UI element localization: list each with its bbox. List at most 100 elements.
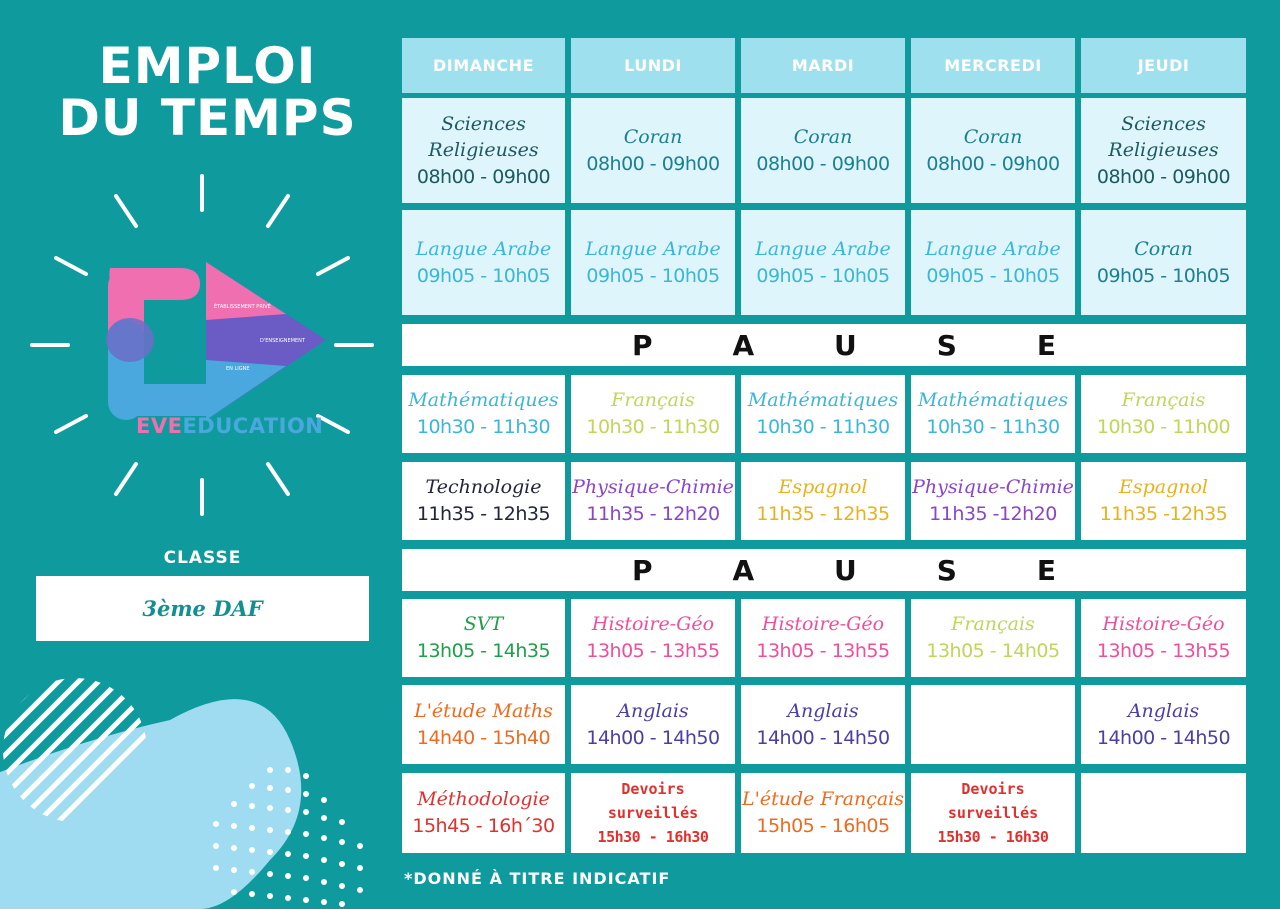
classe-value: 3ème DAF — [142, 596, 263, 621]
schedule-cell: Histoire-Géo 13h05 - 13h55 — [571, 599, 735, 677]
schedule-cell: L'étude Français 15h05 - 16h05 — [741, 773, 905, 853]
subject-label: Langue Arabe — [415, 237, 552, 260]
time-range: 11h35 - 12h20 — [586, 503, 720, 525]
logo-wordmark: EVEEDUCATION — [136, 414, 323, 438]
schedule-cell: Français 13h05 - 14h05 — [911, 599, 1075, 677]
time-range: 08h00 - 09h00 — [756, 152, 890, 175]
day-header-lundi: LUNDI — [571, 38, 735, 93]
time-range: 09h05 - 10h05 — [586, 264, 720, 287]
time-range: 10h30 - 11h30 — [926, 416, 1060, 438]
subject-label: Anglais — [617, 699, 689, 722]
subject-label: Sciences Religieuses — [428, 112, 539, 161]
subject-label: SVT — [463, 613, 504, 635]
svg-text:EN LIGNE: EN LIGNE — [226, 366, 250, 372]
schedule-cell: Sciences Religieuses 08h00 - 09h00 — [1081, 98, 1246, 203]
schedule-cell: Langue Arabe 09h05 - 10h05 — [571, 210, 735, 315]
schedule-cell: Physique-Chimie 11h35 -12h20 — [911, 462, 1075, 540]
subject-label: Coran — [963, 125, 1023, 148]
time-range: 13h05 - 14h05 — [926, 640, 1060, 662]
subject-label: Coran — [793, 125, 853, 148]
time-range: 08h00 - 09h00 — [416, 165, 551, 188]
decorative-shapes — [0, 678, 363, 909]
schedule-row-2: Langue Arabe 09h05 - 10h05 Langue Arabe … — [402, 210, 1246, 315]
pause-letter: A — [732, 328, 755, 362]
subject-label: Français — [951, 613, 1035, 635]
time-range: 09h05 - 10h05 — [1096, 264, 1231, 287]
day-header-mardi: MARDI — [741, 38, 905, 93]
subject-label: Coran — [1134, 237, 1193, 260]
schedule-cell: Sciences Religieuses 08h00 - 09h00 — [402, 98, 565, 203]
day-header-dimanche: DIMANCHE — [402, 38, 565, 93]
classe-label: CLASSE — [163, 548, 242, 568]
day-header-mercredi: MERCREDI — [911, 38, 1075, 93]
schedule-cell: Espagnol 11h35 - 12h35 — [741, 462, 905, 540]
schedule-row-7: Méthodologie 15h45 - 16h´30 Devoirs surv… — [402, 773, 1246, 853]
dot-pattern — [213, 767, 363, 907]
schedule-row-6: L'étude Maths 14h40 - 15h40 Anglais 14h0… — [402, 685, 1246, 764]
footnote: *DONNÉ À TITRE INDICATIF — [404, 869, 671, 888]
eve-education-logo: ÉTABLISSEMENT PRIVÉ D'ENSEIGNEMENT EN LI… — [30, 170, 375, 520]
time-range: 10h30 - 11h30 — [586, 416, 720, 438]
pause-letter: U — [834, 328, 857, 362]
time-range: 11h35 -12h20 — [929, 503, 1057, 525]
schedule-cell: Histoire-Géo 13h05 - 13h55 — [741, 599, 905, 677]
pause-letter: S — [936, 328, 957, 362]
time-range: 15h45 - 16h´30 — [412, 815, 555, 837]
subject-label: Physique-Chimie — [572, 476, 734, 498]
pause-letter: S — [936, 553, 957, 587]
title-line-2: DU TEMPS — [58, 89, 357, 147]
svg-text:ÉTABLISSEMENT PRIVÉ: ÉTABLISSEMENT PRIVÉ — [214, 302, 271, 310]
schedule-cell: Espagnol 11h35 -12h35 — [1081, 462, 1246, 540]
schedule-cell: Anglais 14h00 - 14h50 — [571, 685, 735, 764]
schedule-cell: Anglais 14h00 - 14h50 — [1081, 685, 1246, 764]
time-range: 15h05 - 16h05 — [756, 815, 890, 837]
schedule-cell: Physique-Chimie 11h35 - 12h20 — [571, 462, 735, 540]
time-range: 13h05 - 13h55 — [756, 640, 890, 662]
schedule-cell: Français 10h30 - 11h00 — [1081, 375, 1246, 453]
subject-label: L'étude Français — [741, 788, 905, 810]
time-range: 13h05 - 13h55 — [586, 640, 720, 662]
schedule-cell: Méthodologie 15h45 - 16h´30 — [402, 773, 565, 853]
time-range: 11h35 - 12h35 — [756, 503, 890, 525]
schedule-cell: Coran 08h00 - 09h00 — [571, 98, 735, 203]
logo-text-eve: EVE — [136, 414, 183, 438]
pause-banner-2: P A U S E — [402, 549, 1246, 591]
schedule-row-1: Sciences Religieuses 08h00 - 09h00 Coran… — [402, 98, 1246, 203]
time-range: 14h00 - 14h50 — [586, 726, 720, 749]
schedule-cell: Coran 09h05 - 10h05 — [1081, 210, 1246, 315]
subject-label: Anglais — [787, 699, 859, 722]
subject-label: Mathématiques — [408, 389, 559, 411]
subject-label: Technologie — [425, 476, 542, 498]
subject-label: Méthodologie — [417, 788, 550, 810]
day-header-row: DIMANCHE LUNDI MARDI MERCREDI JEUDI — [402, 38, 1246, 93]
schedule-cell: Technologie 11h35 - 12h35 — [402, 462, 565, 540]
schedule-cell: Mathématiques 10h30 - 11h30 — [911, 375, 1075, 453]
time-range: 09h05 - 10h05 — [756, 264, 890, 287]
subject-label: Histoire-Géo — [1102, 613, 1225, 635]
time-range: 09h05 - 10h05 — [926, 264, 1060, 287]
schedule-cell: SVT 13h05 - 14h35 — [402, 599, 565, 677]
subject-label: Devoirs surveillés — [947, 780, 1039, 822]
logo-text-education: EDUCATION — [182, 414, 324, 438]
pause-letter: U — [834, 553, 857, 587]
subject-label: Coran — [623, 125, 683, 148]
subject-label: Mathématiques — [917, 389, 1069, 411]
time-range: 14h00 - 14h50 — [1096, 726, 1231, 749]
subject-label: Langue Arabe — [755, 237, 891, 260]
time-range: 11h35 - 12h35 — [416, 503, 551, 525]
svg-text:D'ENSEIGNEMENT: D'ENSEIGNEMENT — [260, 338, 306, 344]
subject-label: Anglais — [1127, 699, 1200, 722]
pause-banner-1: P A U S E — [402, 324, 1246, 366]
schedule-row-3: Mathématiques 10h30 - 11h30 Français 10h… — [402, 375, 1246, 453]
subject-label: Sciences Religieuses — [1108, 112, 1219, 161]
time-range: 08h00 - 09h00 — [926, 152, 1060, 175]
subject-label: Histoire-Géo — [761, 613, 885, 635]
time-range: 08h00 - 09h00 — [1096, 165, 1231, 188]
time-range: 10h30 - 11h30 — [416, 416, 551, 438]
schedule-cell: Français 10h30 - 11h30 — [571, 375, 735, 453]
classe-value-box: 3ème DAF — [36, 576, 369, 641]
time-range: 09h05 - 10h05 — [416, 264, 551, 287]
time-range: 08h00 - 09h00 — [586, 152, 720, 175]
time-range: 11h35 -12h35 — [1099, 503, 1228, 525]
time-range: 14h40 - 15h40 — [416, 726, 551, 749]
